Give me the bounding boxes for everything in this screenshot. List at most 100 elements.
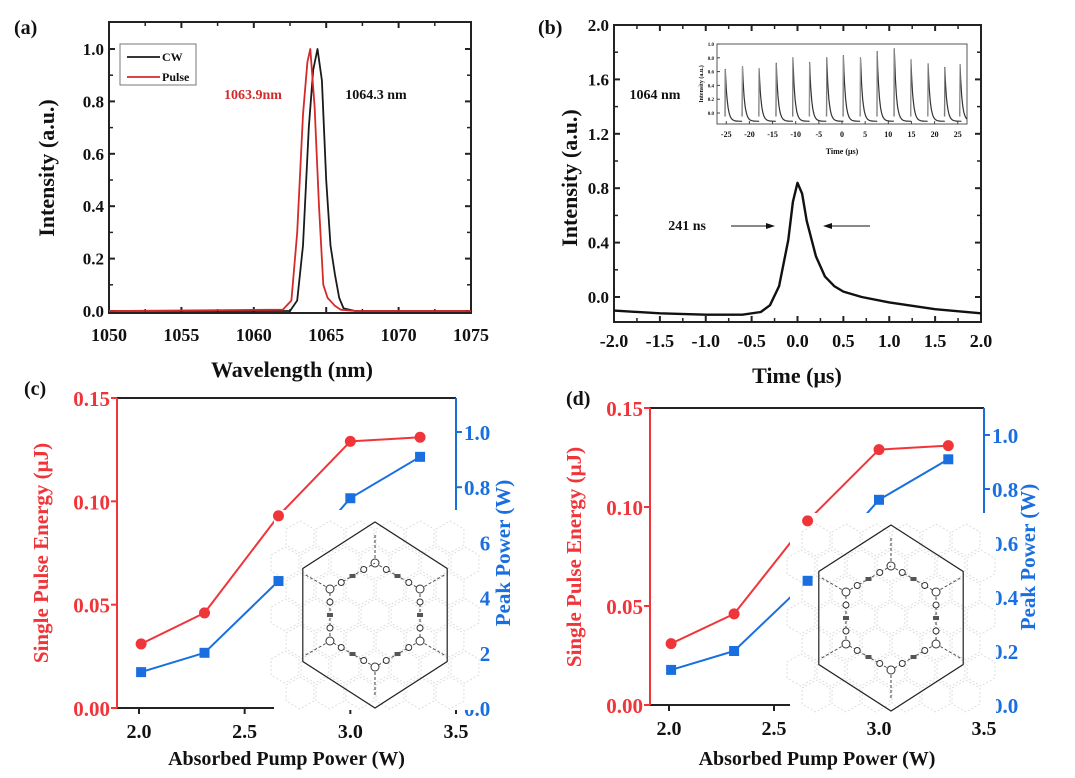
x-axis-label: Time (μs): [752, 363, 842, 388]
arrow-left-head: [766, 223, 775, 229]
honeycomb-cell: [390, 546, 420, 580]
peak-power-point: [415, 451, 426, 462]
honeycomb-cell: [936, 653, 966, 687]
honeycomb-cell: [315, 520, 345, 554]
honeycomb-cell: [435, 624, 465, 658]
benzene-ring: [841, 639, 851, 649]
honeycomb-cell: [270, 546, 300, 580]
benzene-ring: [853, 582, 861, 589]
honeycomb-cell: [846, 549, 876, 583]
y-tick-label: 0.8: [83, 92, 104, 111]
hexagon-outline: [302, 521, 448, 709]
benzene-ring: [370, 662, 380, 672]
legend-label-pulse: Pulse: [162, 70, 190, 84]
x-tick-label: 1070: [381, 325, 417, 345]
honeycomb-cell: [345, 520, 375, 554]
x-tick-label: 3.0: [867, 718, 892, 740]
honeycomb-cell: [300, 546, 330, 580]
honeycomb-cell: [270, 598, 300, 632]
honeycomb-cell: [375, 572, 405, 606]
inset-x-tick-label: 25: [954, 130, 962, 139]
honeycomb-cell: [285, 676, 315, 710]
benzene-ring: [325, 584, 335, 594]
x-tick-label: 1.0: [878, 331, 901, 351]
peak-power-point: [729, 646, 740, 656]
y-tick-label: 0.8: [588, 179, 609, 198]
benzene-ring: [932, 601, 940, 609]
honeycomb-cell: [951, 679, 981, 713]
benzene-ring: [382, 566, 390, 573]
peak-power-point: [199, 647, 210, 658]
y-tick-label: 1.0: [83, 40, 104, 59]
honeycomb-cell: [966, 549, 996, 583]
y-left-tick-label: 0.10: [73, 490, 110, 514]
honeycomb-cell: [330, 650, 360, 684]
inset-x-tick-label: 0: [840, 130, 844, 139]
inset-y-tick-label: 0.6: [708, 71, 715, 76]
y-left-tick-label: 0.00: [606, 694, 643, 718]
x-tick-label: 3.5: [444, 721, 469, 743]
honeycomb-cell: [330, 546, 360, 580]
series-pulse-line: [613, 181, 982, 316]
panel-label: (d): [566, 388, 590, 410]
panel-label: (b): [538, 17, 562, 39]
inset-pulse: [859, 57, 878, 122]
hg-atom: [842, 616, 849, 620]
hg-atom: [394, 574, 401, 578]
framework-arm: [303, 640, 331, 657]
x-tick-label: 0.5: [832, 331, 855, 351]
benzene-ring: [416, 598, 424, 606]
x-tick-label: 1050: [91, 325, 127, 345]
y-tick-label: 0.2: [83, 250, 104, 269]
benzene-ring: [853, 647, 861, 654]
inset-pulse: [893, 48, 912, 122]
hg-atom: [865, 577, 872, 581]
honeycomb-cell: [315, 624, 345, 658]
honeycomb-cell: [315, 676, 345, 710]
honeycomb-cell: [330, 598, 360, 632]
honeycomb-cell: [936, 601, 966, 635]
energy-point: [199, 607, 211, 619]
honeycomb-cell: [420, 546, 450, 580]
energy-point: [344, 435, 356, 447]
peak-power-point: [943, 454, 954, 465]
benzene-ring: [382, 657, 390, 664]
benzene-ring: [326, 598, 334, 606]
inset-y-axis-label: Intensity (a.u.): [698, 65, 705, 103]
panel-b: (b) -2.0 -1.5 -1.0 -0.5 0.0 0.5 1.0 1.5 2.0 0.0 0.4…: [538, 16, 992, 388]
honeycomb-cell: [816, 549, 846, 583]
inset-background: [274, 510, 480, 710]
honeycomb-cell: [801, 627, 831, 661]
hg-atom: [910, 655, 917, 659]
y-tick-label: 0.4: [588, 234, 610, 253]
honeycomb-cell: [300, 598, 330, 632]
honeycomb-cell: [966, 601, 996, 635]
energy-point: [665, 638, 677, 650]
annotation-pulse-peak: 1063.9nm: [224, 88, 282, 103]
hg-atom: [349, 574, 356, 578]
inset-pulse: [943, 66, 962, 122]
panel-label: (a): [14, 17, 37, 39]
x-axis-label: Absorbed Pump Power (W): [699, 748, 936, 770]
honeycomb-cell: [345, 624, 375, 658]
energy-point: [135, 638, 147, 650]
honeycomb-cell: [300, 650, 330, 684]
x-tick-label: -2.0: [600, 331, 629, 351]
annotation-cw-peak: 1064.3 nm: [345, 88, 407, 103]
x-tick-label: 1060: [236, 325, 272, 345]
peak-power-point: [802, 575, 813, 586]
x-tick-label: 1.5: [924, 331, 947, 351]
legend: CW Pulse: [119, 43, 197, 86]
x-tick-label: 1055: [163, 325, 199, 345]
x-tick-label: 2.0: [127, 721, 152, 743]
benzene-ring: [841, 587, 851, 597]
benzene-ring: [876, 660, 884, 667]
y-left-tick-label: 0.00: [73, 697, 110, 721]
hg-atom: [865, 655, 872, 659]
legend-box: [119, 43, 197, 86]
y-left-axis-label: Single Pulse Energy (μJ): [29, 443, 53, 663]
inset-pulse: [792, 57, 810, 122]
y-left-tick-label: 0.05: [73, 594, 110, 618]
x-axis-label: Absorbed Pump Power (W): [168, 748, 405, 770]
benzene-ring: [405, 579, 413, 586]
